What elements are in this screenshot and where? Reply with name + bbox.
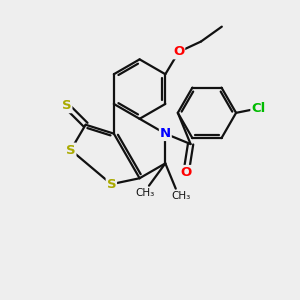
- Text: S: S: [62, 99, 71, 112]
- Text: O: O: [173, 45, 184, 58]
- Text: CH₃: CH₃: [136, 188, 155, 198]
- Text: O: O: [181, 166, 192, 179]
- Text: N: N: [160, 127, 171, 140]
- Text: S: S: [106, 178, 116, 191]
- Text: Cl: Cl: [251, 102, 266, 115]
- Text: S: S: [66, 143, 76, 157]
- Text: CH₃: CH₃: [172, 191, 191, 201]
